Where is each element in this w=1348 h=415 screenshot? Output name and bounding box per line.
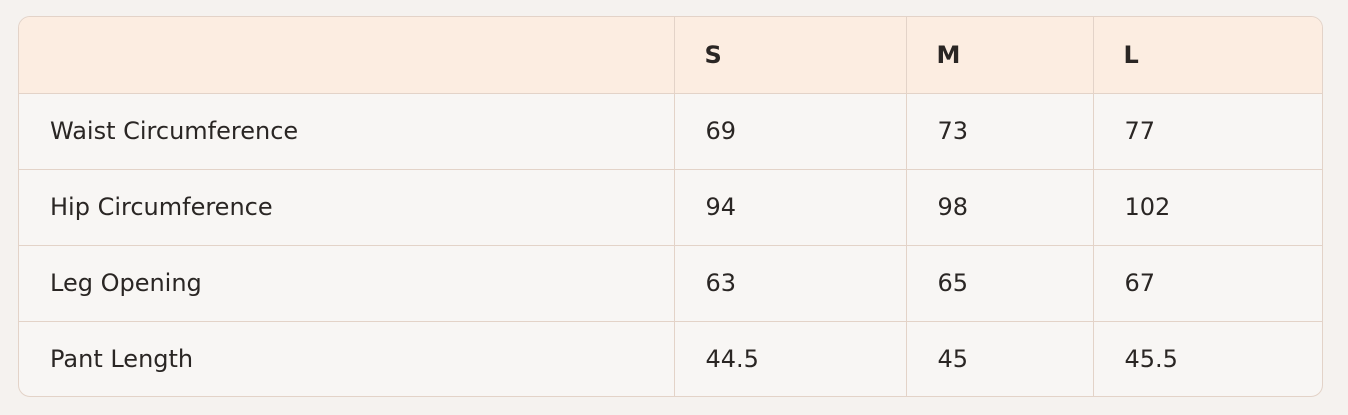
header-empty <box>19 17 675 94</box>
cell-l: 45.5 <box>1124 345 1178 374</box>
size-table: S M L Waist Circumference 69 73 77 Hip C… <box>19 17 1322 396</box>
cell-m: 73 <box>906 93 1094 170</box>
row-label: Hip Circumference <box>19 169 675 246</box>
cell-s: 94 <box>674 169 907 246</box>
row-label: Waist Circumference <box>19 93 675 170</box>
cell-s: 69 <box>674 93 907 170</box>
table-row: Hip Circumference 94 98 102 <box>19 169 1322 246</box>
table-row: Leg Opening 63 65 67 <box>19 245 1322 322</box>
header-size-s: S <box>674 17 907 94</box>
size-chart: S M L Waist Circumference 69 73 77 Hip C… <box>18 16 1323 397</box>
table-row: Pant Length 44.5 45 45.5 <box>19 321 1322 396</box>
row-label: Leg Opening <box>19 245 675 322</box>
row-label: Pant Length <box>19 321 675 396</box>
cell-s: 63 <box>674 245 907 322</box>
cell-s: 44.5 <box>674 321 907 396</box>
table-row: Waist Circumference 69 73 77 <box>19 93 1322 170</box>
cell-l: 67 <box>1093 245 1322 322</box>
header-row: S M L <box>19 17 1322 94</box>
cell-l: 102 <box>1093 169 1322 246</box>
cell-l: 77 <box>1093 93 1322 170</box>
header-size-m: M <box>906 17 1094 94</box>
cell-m: 98 <box>906 169 1094 246</box>
header-size-l: L <box>1093 17 1322 94</box>
cell-m: 45 <box>906 321 1094 396</box>
cell-m: 65 <box>906 245 1094 322</box>
